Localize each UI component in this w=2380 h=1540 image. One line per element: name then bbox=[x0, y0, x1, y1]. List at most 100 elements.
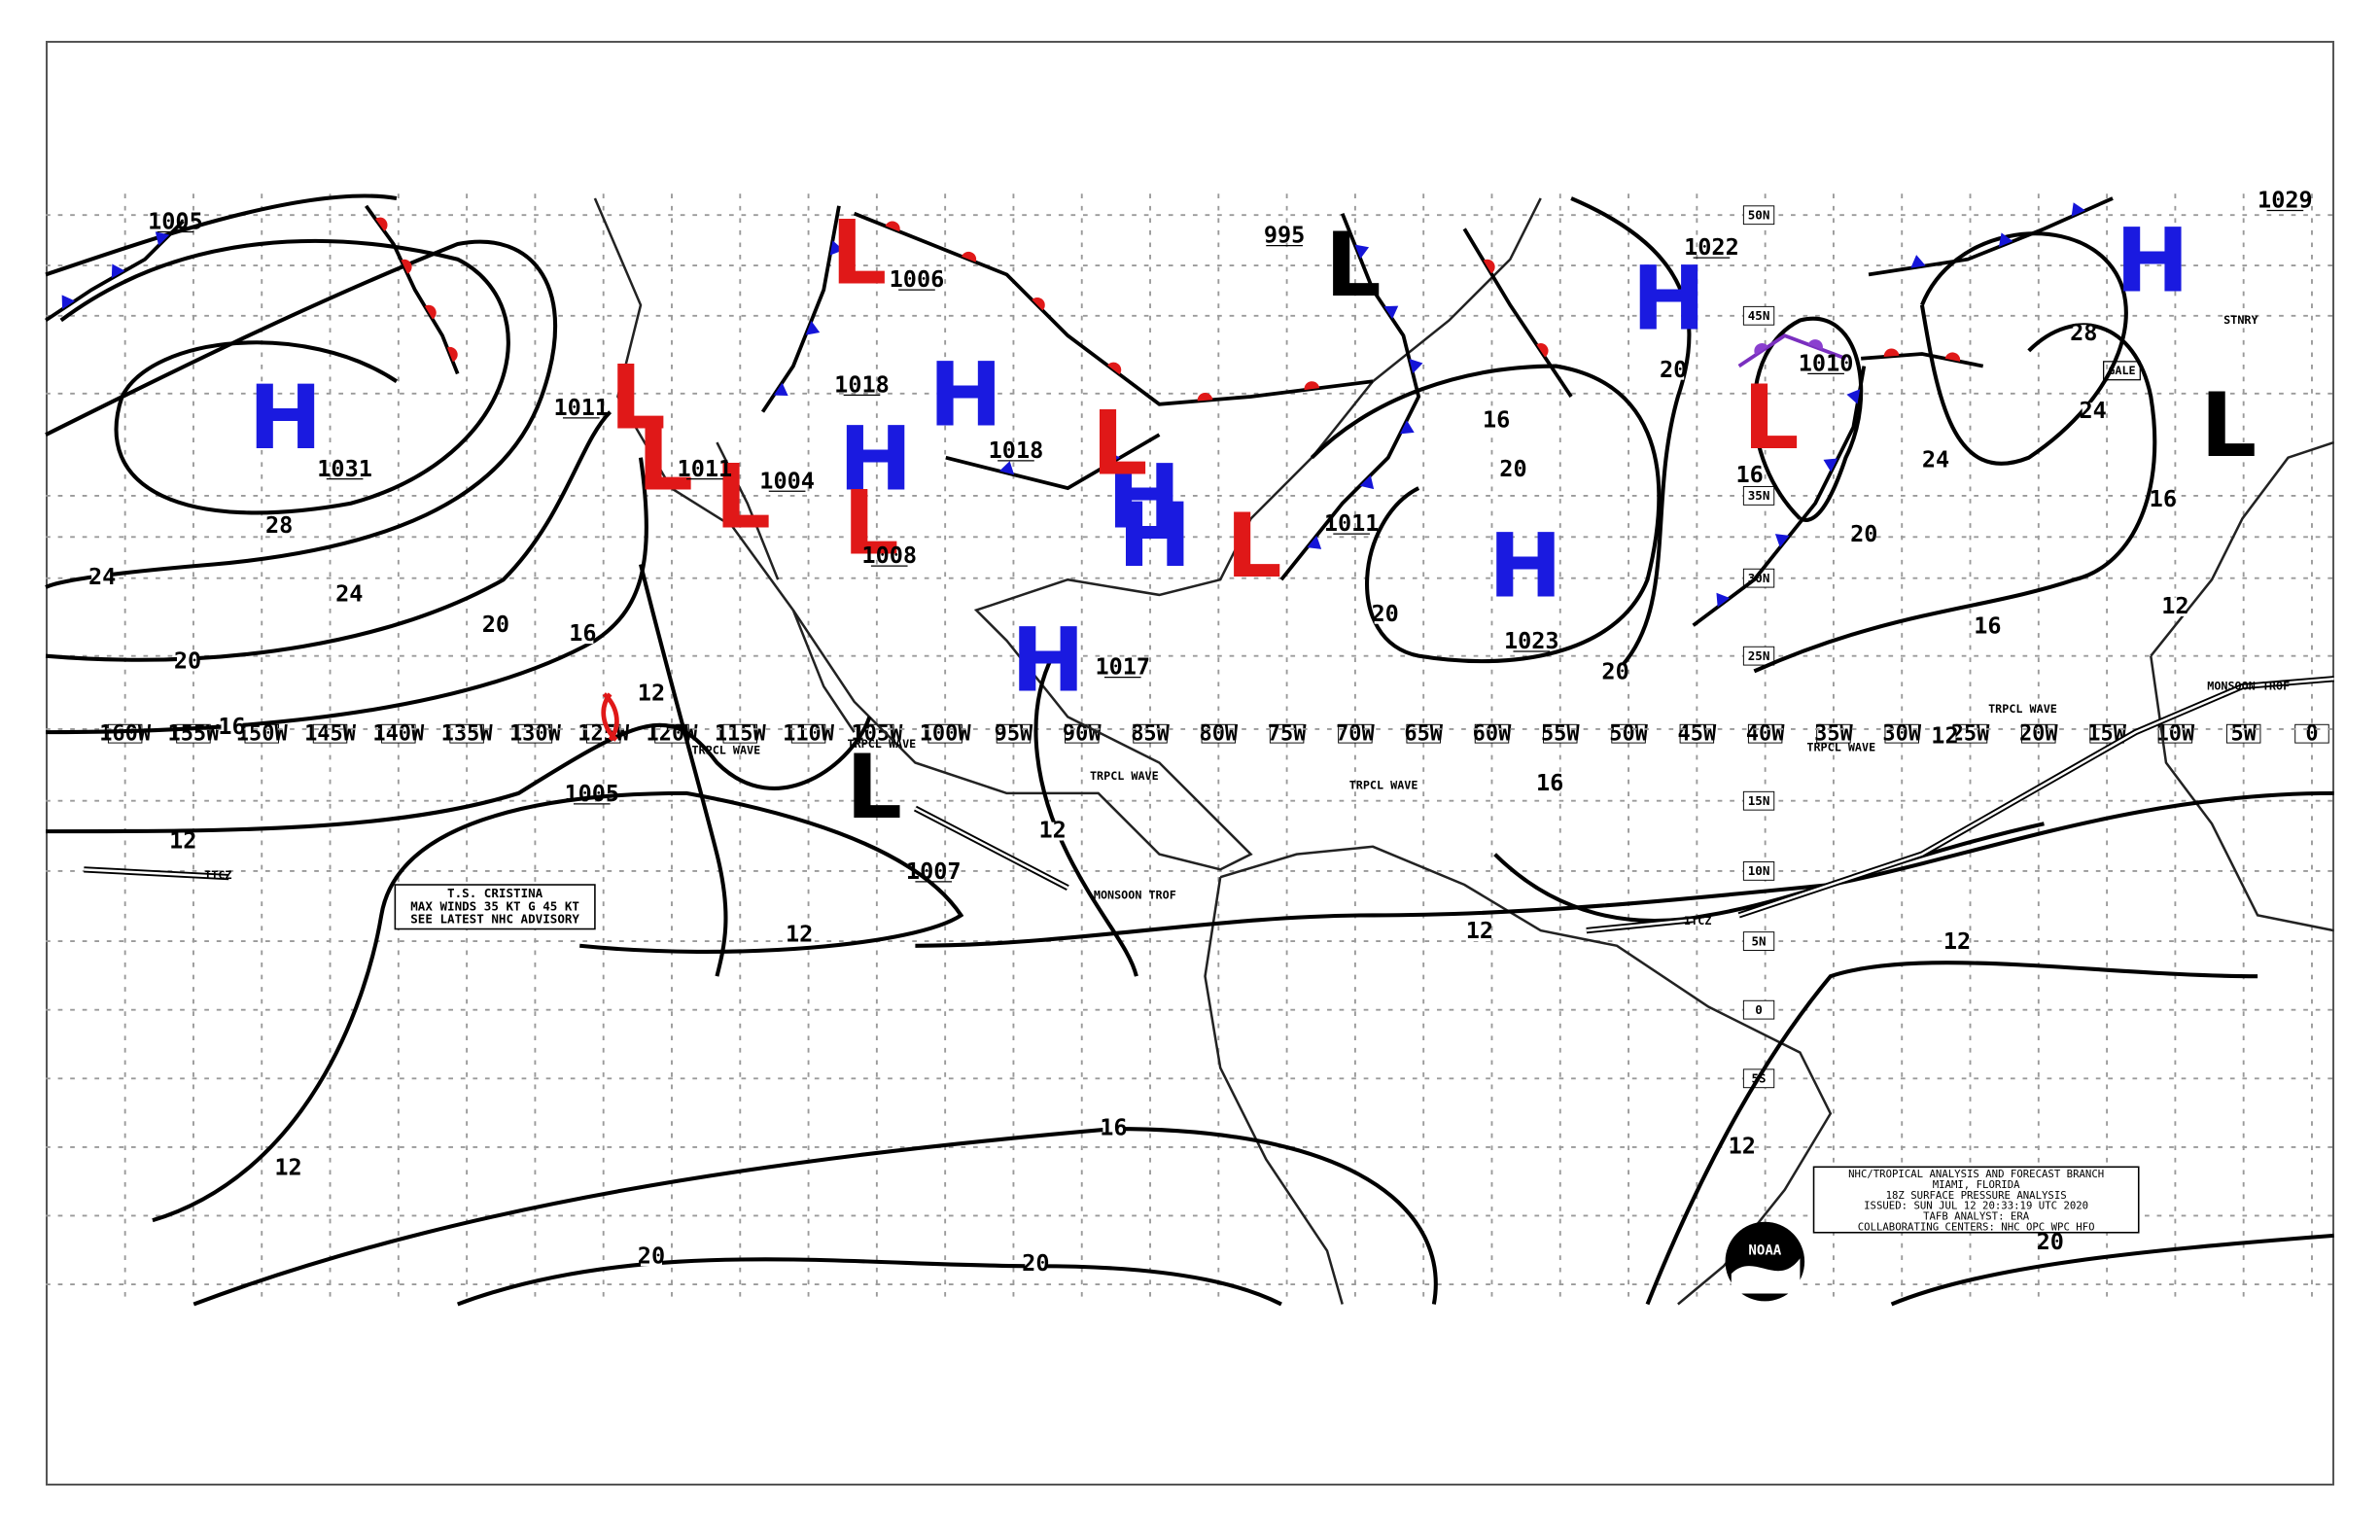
front-pip bbox=[1399, 420, 1415, 435]
pressure-label: 1029 bbox=[2258, 187, 2313, 214]
coastline bbox=[2150, 655, 2334, 932]
isobar-label-bg bbox=[484, 615, 507, 635]
lon-label: 135W bbox=[441, 721, 494, 746]
advisory-line: SEE LATEST NHC ADVISORY bbox=[410, 912, 579, 927]
isobar-label-bg bbox=[1468, 923, 1490, 942]
low-center: L bbox=[610, 348, 666, 450]
front-pip bbox=[1754, 343, 1768, 356]
feature-label: MONSOON TROF bbox=[2207, 680, 2290, 693]
feature-label: TRPCL WAVE bbox=[848, 737, 917, 751]
lon-label: 5W bbox=[2230, 721, 2257, 746]
isobar bbox=[46, 457, 648, 735]
isobar-label-bg bbox=[1374, 605, 1396, 624]
low-center: L bbox=[843, 472, 899, 575]
isobar-label: 24 bbox=[1922, 445, 1949, 472]
info-line: COLLABORATING CENTERS: NHC OPC WPC HFO bbox=[1858, 1220, 2095, 1233]
front-pip bbox=[1483, 259, 1495, 274]
lon-label: 20W bbox=[2019, 721, 2058, 746]
isobar-label-bg bbox=[1502, 460, 1524, 479]
lat-label-box bbox=[1742, 790, 1775, 811]
lon-label-box bbox=[312, 723, 348, 744]
isobar bbox=[1033, 654, 1138, 977]
lon-label: 55W bbox=[1541, 721, 1580, 746]
cold-front bbox=[1279, 212, 1421, 581]
coastline bbox=[1204, 876, 1344, 1305]
lat-label: 35N bbox=[1748, 488, 1770, 503]
isobar-label-bg bbox=[788, 926, 811, 945]
feature-label: MONSOON TROF bbox=[1094, 889, 1176, 902]
itcz-line-inner bbox=[914, 807, 1068, 890]
pressure-label: 1005 bbox=[564, 780, 619, 807]
isobar-label: 12 bbox=[1943, 928, 1971, 955]
isobar-label: 20 bbox=[1601, 657, 1628, 684]
feature-label: TRPCL WAVE bbox=[1806, 740, 1875, 753]
isobar-label: 20 bbox=[174, 647, 201, 674]
isobar-label-bg bbox=[1486, 411, 1508, 431]
isobar bbox=[1753, 323, 2157, 674]
lat-label: 5N bbox=[1752, 933, 1767, 948]
isobar-label: 28 bbox=[265, 511, 293, 539]
front-pip bbox=[1032, 297, 1045, 311]
isobar bbox=[1310, 364, 1662, 664]
lon-label-box bbox=[2225, 723, 2261, 744]
front-pip bbox=[1807, 339, 1823, 350]
isobar bbox=[152, 790, 964, 1223]
isobar-label-bg bbox=[640, 684, 662, 704]
isobar-label-bg bbox=[640, 1247, 662, 1267]
cold-front bbox=[1692, 366, 1867, 627]
isobar bbox=[59, 238, 510, 515]
front-pip bbox=[1409, 358, 1423, 374]
isobar-label: 12 bbox=[786, 920, 813, 947]
isobar-label: 20 bbox=[638, 1242, 665, 1269]
gale-box bbox=[2103, 361, 2141, 381]
feature-label: TRPCL WAVE bbox=[1988, 702, 2057, 716]
isobar-label-bg bbox=[221, 718, 243, 737]
map-layer: 160W 155W 150W 145W 140W 135W 130W 125W 120W 115W… bbox=[45, 187, 2334, 1307]
lat-label-box bbox=[1742, 999, 1775, 1020]
front-pip bbox=[111, 263, 125, 279]
lon-label-box bbox=[1201, 723, 1237, 744]
info-line: TAFB ANALYST: ERA bbox=[1923, 1209, 2030, 1222]
isobar-label: 12 bbox=[169, 827, 196, 855]
lat-label-box bbox=[1742, 861, 1775, 881]
high-center: H bbox=[2116, 210, 2189, 312]
front-pip bbox=[1823, 458, 1838, 472]
high-center: H bbox=[839, 408, 913, 510]
isobar-label: 16 bbox=[1735, 461, 1763, 488]
low-center: L bbox=[846, 737, 902, 839]
front-pip bbox=[1910, 255, 1926, 268]
lon-label-box bbox=[1679, 723, 1715, 744]
advisory-line: T.S. CRISTINA bbox=[447, 886, 543, 900]
front-pip bbox=[1354, 244, 1370, 260]
isobar bbox=[1645, 961, 2258, 1306]
high-center: H bbox=[1118, 485, 1192, 587]
lon-label: 0 bbox=[2305, 721, 2318, 746]
isobar-label-bg bbox=[1853, 526, 1875, 545]
lon-label: 100W bbox=[920, 721, 972, 746]
lat-label-box bbox=[1742, 646, 1775, 666]
front-pip bbox=[61, 295, 76, 310]
isobar-label-bg bbox=[1041, 822, 1064, 841]
isobar-label-bg bbox=[1925, 451, 1947, 471]
lon-label: 80W bbox=[1199, 721, 1238, 746]
lon-label-box bbox=[1338, 723, 1373, 744]
low-center: L bbox=[715, 447, 771, 549]
low-center: L bbox=[830, 203, 887, 305]
isobar-label-bg bbox=[268, 516, 291, 536]
lat-label: 0 bbox=[1755, 1002, 1763, 1017]
high-center: H bbox=[1011, 611, 1085, 713]
pressure-label: 1031 bbox=[317, 455, 372, 482]
pressure-label: 1004 bbox=[759, 467, 815, 494]
lat-label: 10N bbox=[1748, 863, 1770, 878]
lon-label: 75W bbox=[1268, 721, 1307, 746]
isobar-label: 12 bbox=[2161, 592, 2188, 619]
isobar bbox=[192, 1127, 1438, 1307]
isobar-label-bg bbox=[1946, 933, 1969, 953]
isobar bbox=[45, 193, 398, 277]
lat-label-box bbox=[1742, 205, 1775, 226]
isobar-label: 20 bbox=[1660, 356, 1687, 383]
front-pip bbox=[773, 382, 788, 397]
high-center: H bbox=[928, 345, 1002, 447]
pressure-label: 1005 bbox=[148, 208, 203, 235]
lon-label: 45W bbox=[1678, 721, 1717, 746]
